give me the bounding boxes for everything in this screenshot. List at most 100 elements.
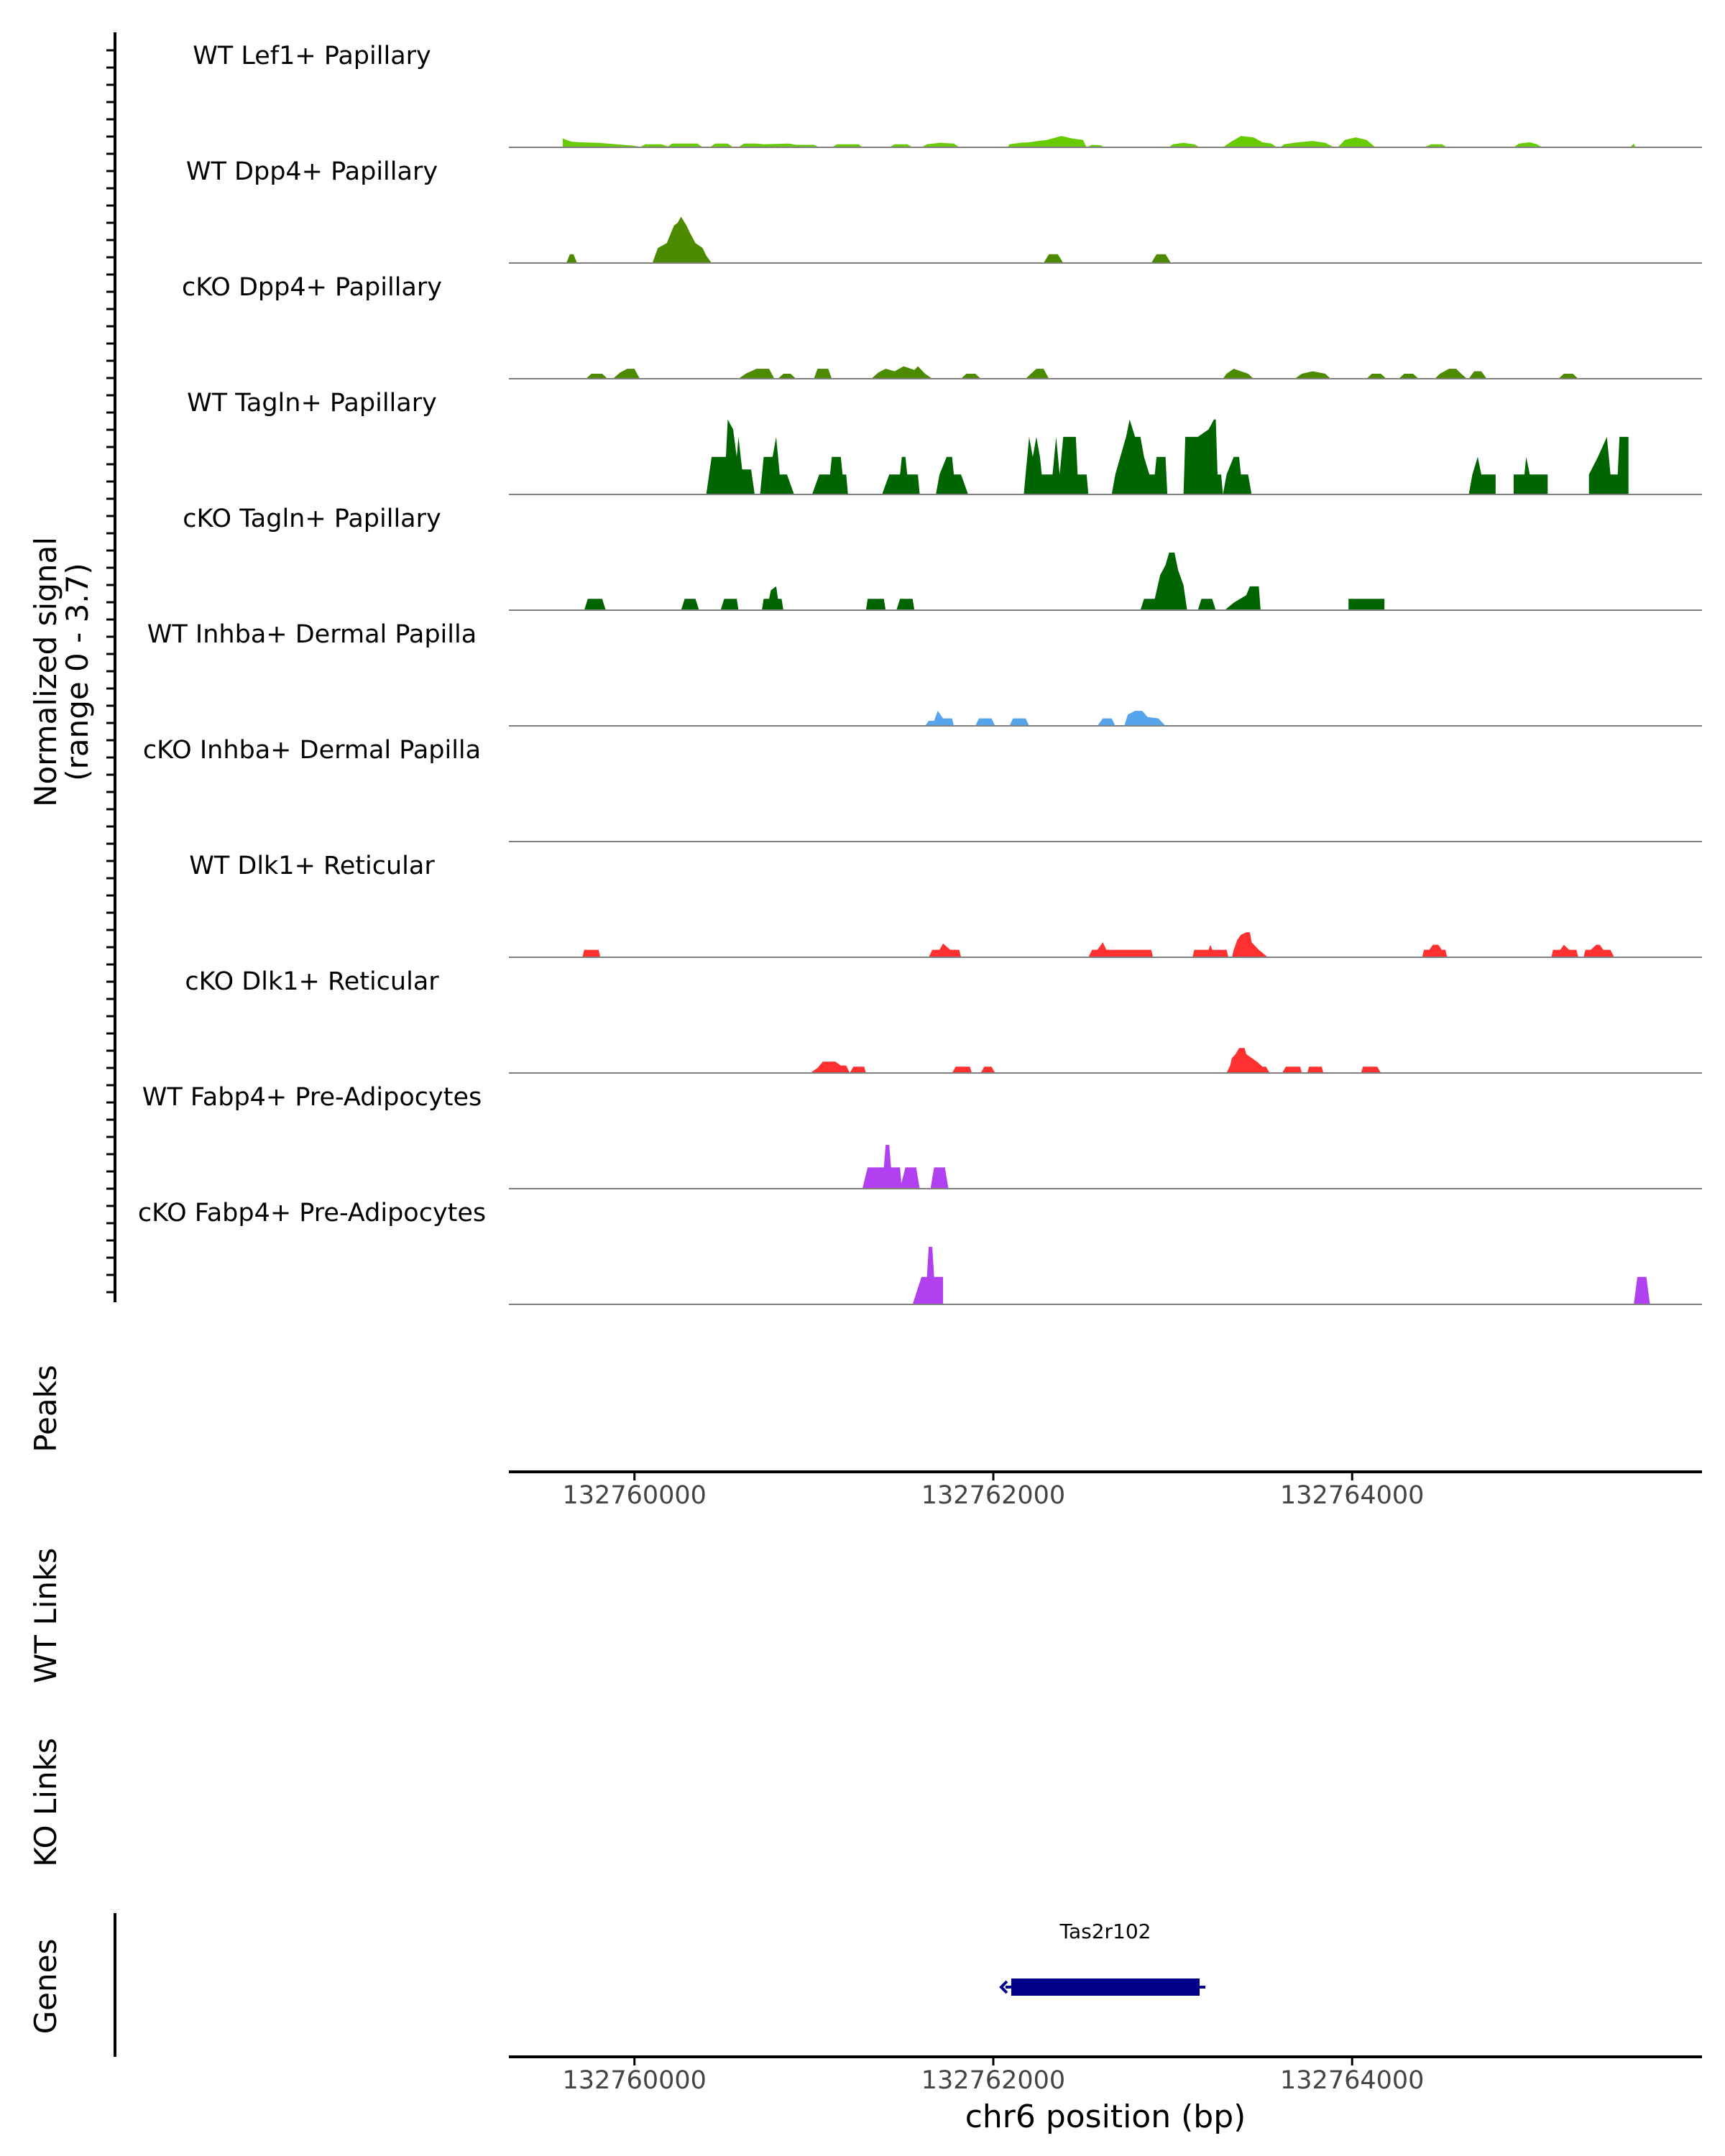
track-label: WT Fabp4+ Pre-Adipocytes (142, 1083, 482, 1112)
signal-peak (1225, 586, 1261, 610)
signal-peak (1025, 369, 1049, 379)
signal-peak (889, 144, 913, 147)
signal-peak (929, 943, 962, 957)
signal-peak (778, 374, 796, 379)
signal-peak (720, 599, 739, 610)
signal-peak (850, 1067, 866, 1073)
signal-peak (1630, 143, 1636, 147)
track-wt-lef1-papillary: WT Lef1+ Papillary (193, 42, 1702, 148)
x-axis-tick-label: 132760000 (563, 1481, 707, 1510)
x-axis-ticks-top: 132760000 132762000 132764000 (563, 1472, 1424, 1510)
signal-peak (709, 143, 733, 147)
signal-peak (1361, 1067, 1381, 1073)
signal-peak (566, 254, 577, 263)
signal-peak (1424, 144, 1448, 147)
signal-peak (738, 369, 775, 379)
track-label: WT Dpp4+ Papillary (186, 157, 438, 186)
signal-peak (1097, 718, 1116, 726)
signal-peak (980, 1067, 995, 1073)
signal-peak (1558, 374, 1578, 379)
signal-peak (1588, 436, 1629, 494)
signal-peak (1223, 456, 1252, 494)
peaks-track-label: Peaks (28, 1365, 63, 1452)
signal-peak (586, 374, 608, 379)
signal-peak (921, 142, 960, 147)
signal-peak (1282, 1067, 1302, 1073)
x-axis-tick-label: 132764000 (1280, 1481, 1424, 1510)
signal-peak (1151, 254, 1172, 263)
signal-peak (896, 599, 915, 610)
signal-peak (1223, 369, 1254, 379)
gene-exon (1011, 1978, 1200, 1996)
signal-peak (952, 1067, 972, 1073)
signal-range-label: (range 0 - 3.7) (60, 563, 95, 781)
wt-links-track-label: WT Links (28, 1548, 63, 1683)
track-label: cKO Fabp4+ Pre-Adipocytes (138, 1199, 486, 1227)
signal-peak (1280, 141, 1335, 147)
signal-peak (666, 143, 703, 147)
signal-peak (1223, 136, 1277, 147)
x-axis-tick-label: 132760000 (563, 2066, 707, 2095)
signal-peak (1232, 932, 1268, 957)
signal-peak (930, 1167, 949, 1189)
signal-peak (1513, 142, 1542, 147)
signal-peak (832, 144, 862, 147)
track-cko-dpp4-papillary: cKO Dpp4+ Papillary (182, 273, 1702, 379)
track-cko-tagln-papillary: cKO Tagln+ Papillary (183, 505, 1702, 611)
track-label: cKO Inhba+ Dermal Papilla (143, 736, 481, 765)
gene-strand-arrow (999, 1980, 1008, 1994)
signal-peak (1197, 599, 1216, 610)
ko-links-track-label: KO Links (28, 1738, 63, 1867)
signal-peak (882, 456, 920, 494)
signal-peak (1124, 711, 1166, 726)
signal-peak (582, 949, 601, 957)
signal-peak (936, 456, 968, 494)
signal-peak (1169, 142, 1200, 147)
signal-peak (562, 138, 644, 147)
track-wt-fabp4-pre-adipocytes: WT Fabp4+ Pre-Adipocytes (142, 1083, 1702, 1189)
signal-axis-ticks (106, 49, 115, 1294)
signal-peak (1399, 374, 1419, 379)
signal-peak (1111, 419, 1168, 494)
track-cko-inhba-dermal-papilla: cKO Inhba+ Dermal Papilla (143, 736, 1702, 842)
signal-peak (1008, 136, 1087, 147)
signal-peak (862, 1145, 902, 1189)
signal-peak (1024, 436, 1089, 494)
signal-peak (612, 369, 640, 379)
signal-peak (1468, 456, 1496, 494)
signal-peak (652, 216, 712, 263)
signal-peak (681, 599, 699, 610)
signal-peak (975, 718, 995, 726)
signal-peak (1307, 1067, 1324, 1073)
signal-peak (1009, 718, 1029, 726)
track-wt-dlk1-reticular: WT Dlk1+ Reticular (189, 852, 1702, 958)
x-axis-tick-label: 132764000 (1280, 2066, 1424, 2095)
signal-peak (1634, 1276, 1650, 1304)
x-axis-ticks-bottom: 132760000 132762000 132764000 (563, 2057, 1424, 2095)
genes-track-label: Genes (28, 1939, 63, 2035)
signal-peak (1226, 1048, 1270, 1073)
track-wt-inhba-dermal-papilla: WT Inhba+ Dermal Papilla (147, 620, 1702, 727)
x-axis-title: chr6 position (bp) (965, 2099, 1246, 2135)
signal-peak (584, 599, 606, 610)
signal-peak (762, 586, 783, 610)
signal-peak (871, 366, 933, 379)
track-wt-tagln-papillary: WT Tagln+ Papillary (187, 389, 1702, 495)
signal-peak (810, 1061, 850, 1073)
signal-peak (706, 419, 755, 494)
signal-peak (640, 144, 671, 147)
signal-peak (900, 1167, 920, 1189)
track-label: WT Inhba+ Dermal Papilla (147, 620, 477, 649)
track-cko-dlk1-reticular: cKO Dlk1+ Reticular (185, 967, 1702, 1074)
gene-annotations: Tas2r102 (999, 1920, 1206, 1996)
signal-axis-label: Normalized signal (28, 537, 63, 807)
signal-peak (738, 143, 819, 147)
track-label: cKO Tagln+ Papillary (183, 505, 441, 533)
signal-peak (925, 711, 954, 726)
signal-peak (961, 374, 981, 379)
signal-peak (1140, 552, 1187, 610)
signal-peak (1294, 371, 1331, 379)
signal-peak (760, 436, 794, 494)
signal-peak (1348, 599, 1385, 610)
